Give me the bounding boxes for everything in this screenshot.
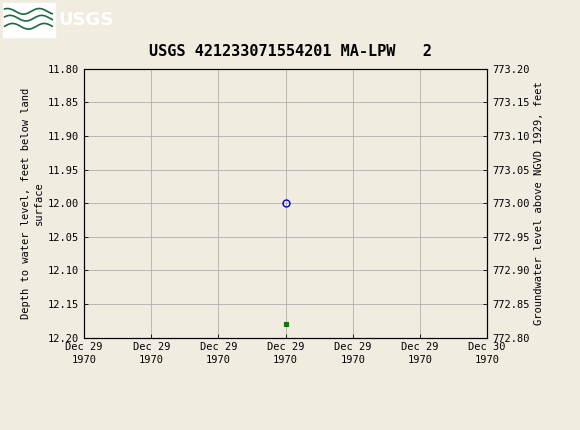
Bar	[3, 3, 55, 37]
Y-axis label: Depth to water level, feet below land
surface: Depth to water level, feet below land su…	[21, 88, 44, 319]
Text: USGS 421233071554201 MA-LPW   2: USGS 421233071554201 MA-LPW 2	[148, 44, 432, 59]
Y-axis label: Groundwater level above NGVD 1929, feet: Groundwater level above NGVD 1929, feet	[534, 81, 543, 325]
Text: USGS: USGS	[58, 11, 113, 29]
Legend: Period of approved data: Period of approved data	[193, 427, 379, 430]
